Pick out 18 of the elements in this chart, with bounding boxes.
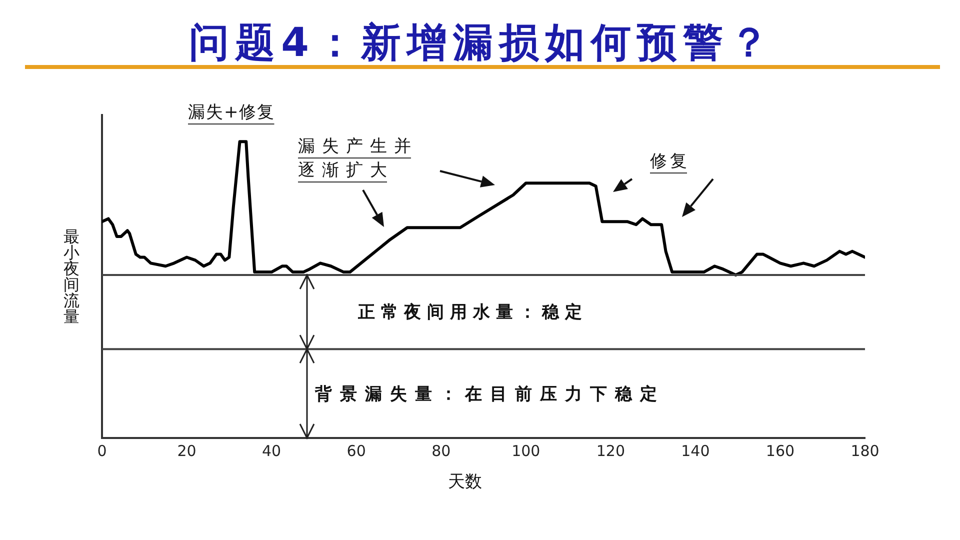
x-axis-title: 天数 (447, 472, 483, 492)
annotation: 漏失产生并逐渐扩大 (298, 136, 418, 180)
x-tick-label: 60 (346, 442, 366, 460)
x-tick-label: 160 (766, 442, 795, 460)
x-tick-label: 100 (512, 442, 540, 460)
x-tick-label: 120 (596, 442, 625, 460)
x-tick-label: 20 (177, 442, 196, 460)
x-tick-label: 80 (432, 442, 451, 460)
annotation: 背景漏失量：在目前压力下稳定 (314, 384, 665, 404)
chart-title: 问题4：新增漏损如何预警？ (188, 20, 776, 66)
y-axis-title: 最小夜间流量 (63, 227, 80, 326)
text: 漏失+修复 (188, 102, 276, 122)
annotation: 正常夜间用水量：稳定 (357, 302, 588, 322)
x-tick-label: 140 (681, 442, 710, 460)
x-tick-label: 40 (262, 442, 282, 460)
x-tick-label: 0 (97, 442, 107, 460)
annotation: 修复 (650, 151, 690, 172)
x-tick-label: 180 (850, 442, 880, 460)
